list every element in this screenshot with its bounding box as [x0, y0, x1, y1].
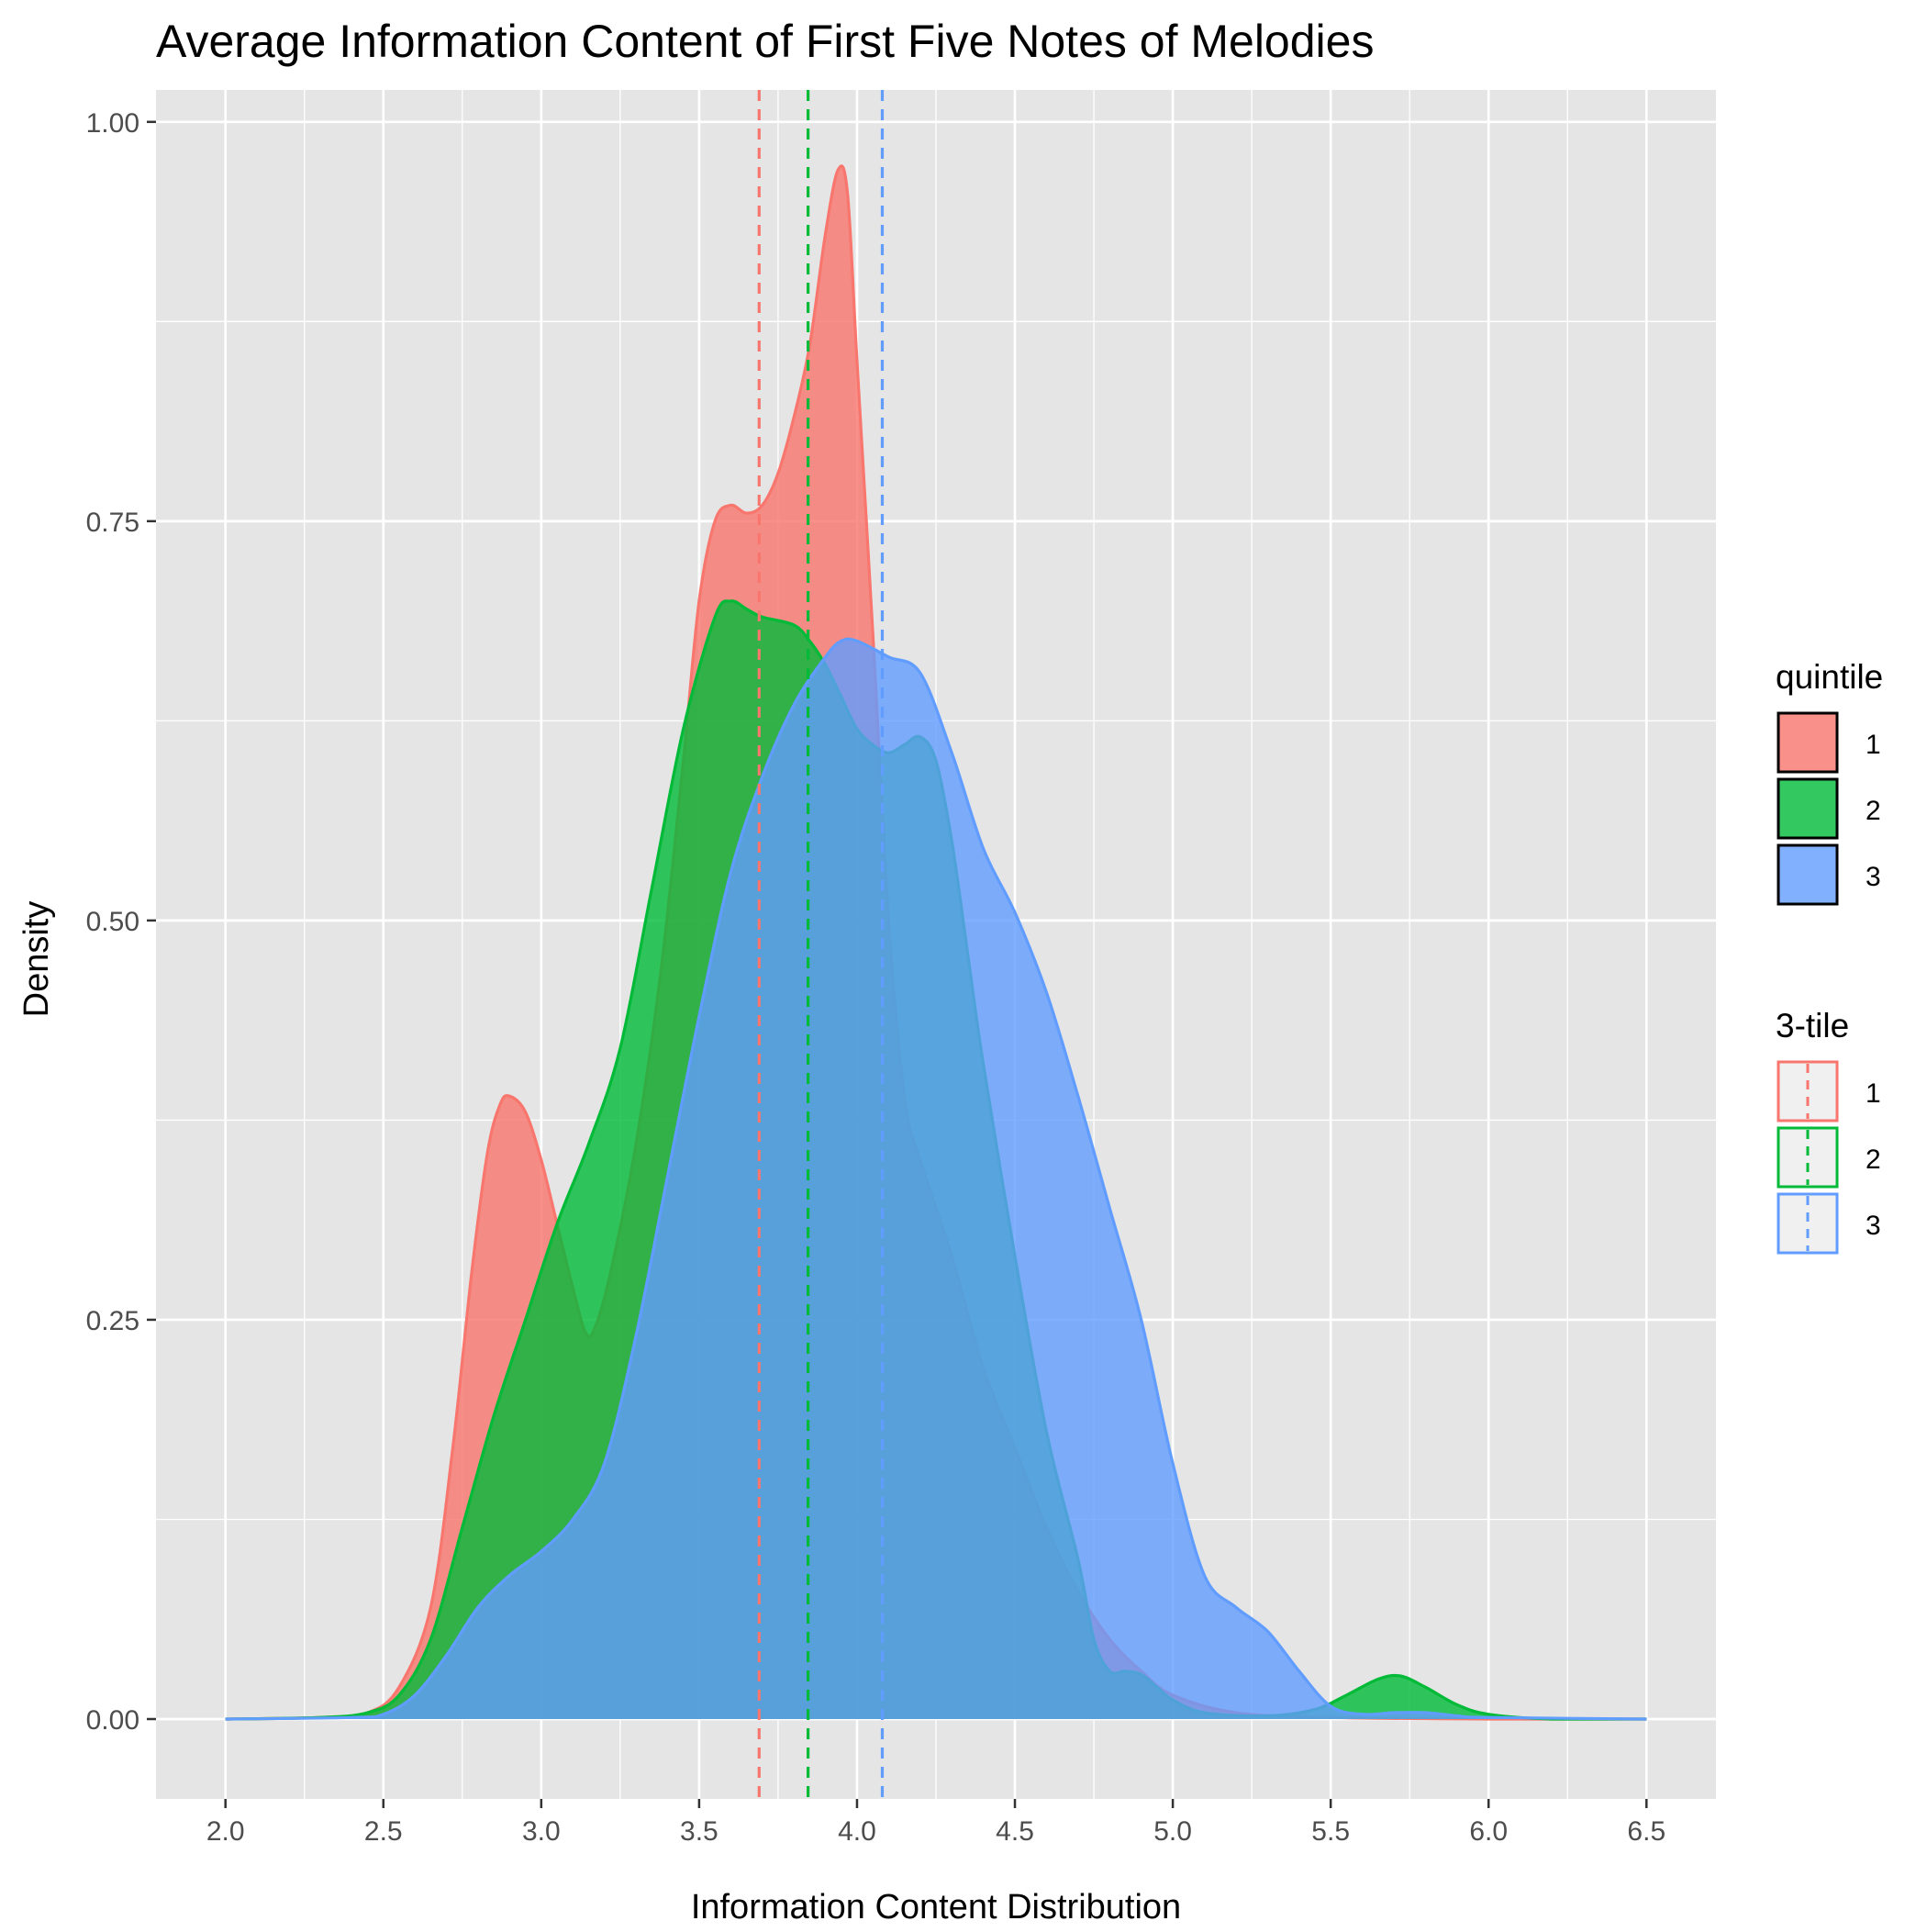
- x-tick-label: 3.0: [522, 1816, 561, 1847]
- legend-3-tile-title: 3-tile: [1776, 1007, 1849, 1044]
- legend-3-tile-label-1: 1: [1866, 1078, 1881, 1109]
- y-tick-label: 1.00: [86, 108, 139, 139]
- legend-quintile: quintile 1 2 3: [1776, 658, 1883, 906]
- legend-quintile-label-3: 3: [1866, 862, 1881, 892]
- x-tick-label: 5.5: [1311, 1816, 1350, 1847]
- x-tick-label: 6.0: [1469, 1816, 1508, 1847]
- y-axis: 0.00 0.25 0.50 0.75 1.00: [86, 108, 156, 1736]
- legend-3-tile-label-2: 2: [1866, 1145, 1881, 1175]
- legend-quintile-label-1: 1: [1866, 730, 1881, 760]
- mean-lines: [757, 90, 885, 1799]
- legend-quintile-key-1: [1777, 711, 1839, 774]
- legend-quintile-title: quintile: [1776, 658, 1883, 696]
- x-tick-label: 5.0: [1153, 1816, 1192, 1847]
- density-area-3: [225, 639, 1647, 1719]
- y-axis-title: Density: [17, 901, 56, 1018]
- density-areas: [225, 164, 1647, 1721]
- x-tick-label: 4.0: [838, 1816, 876, 1847]
- x-tick-label: 4.5: [996, 1816, 1034, 1847]
- legend-quintile-key-2: [1777, 777, 1839, 840]
- y-tick-label: 0.25: [86, 1306, 139, 1336]
- x-axis-title: Information Content Distribution: [691, 1888, 1181, 1926]
- x-axis: 2.0 2.5 3.0 3.5 4.0 4.5 5.0 5.5 6.0 6.5: [206, 1799, 1665, 1847]
- y-tick-label: 0.00: [86, 1705, 139, 1736]
- y-tick-label: 0.75: [86, 508, 139, 538]
- chart-title: Average Information Content of First Fiv…: [156, 16, 1374, 67]
- legend-quintile-key-3: [1777, 843, 1839, 906]
- x-tick-label: 6.5: [1627, 1816, 1665, 1847]
- legend-quintile-label-2: 2: [1866, 796, 1881, 826]
- legend-3-tile: 3-tile 1 2 3: [1776, 1007, 1881, 1255]
- x-tick-label: 2.5: [364, 1816, 403, 1847]
- y-tick-label: 0.50: [86, 907, 139, 937]
- density-line-3: [225, 637, 1647, 1721]
- x-tick-label: 2.0: [206, 1816, 245, 1847]
- legend-3-tile-label-3: 3: [1866, 1211, 1881, 1241]
- x-tick-label: 3.5: [680, 1816, 718, 1847]
